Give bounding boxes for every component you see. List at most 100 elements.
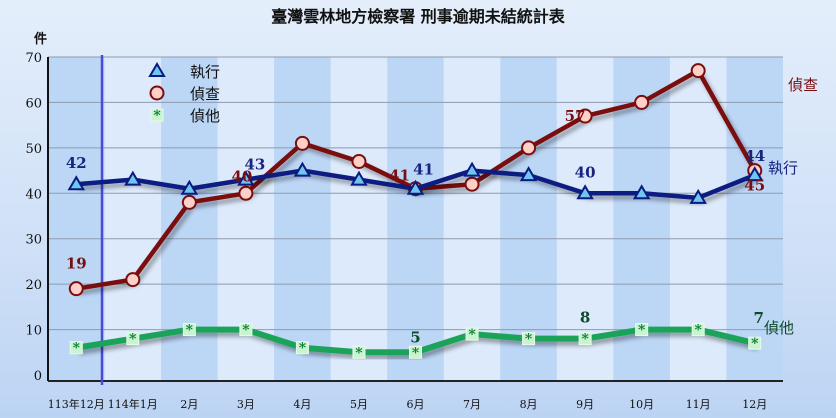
asterisk-marker <box>126 332 140 346</box>
x-tick-label: 10月 <box>629 398 654 411</box>
asterisk-marker <box>691 323 705 337</box>
data-label: 57 <box>565 107 586 125</box>
svg-text:*: * <box>186 323 194 339</box>
circle-marker <box>149 85 165 101</box>
asterisk-marker <box>182 323 196 337</box>
data-label: 45 <box>744 177 765 195</box>
y-tick-label: 20 <box>25 278 42 293</box>
x-tick-label: 3月 <box>237 398 255 411</box>
x-tick-label: 5月 <box>350 398 368 411</box>
svg-text:*: * <box>468 327 476 343</box>
svg-text:*: * <box>73 341 81 357</box>
chart-title: 臺灣雲林地方檢察署 刑事逾期未結統計表 <box>271 7 566 26</box>
x-tick-label: 2月 <box>180 398 198 411</box>
circle-marker <box>634 94 650 110</box>
asterisk-marker <box>352 345 366 359</box>
data-label: 40 <box>575 163 596 181</box>
legend-label: 執行 <box>190 63 220 81</box>
data-label: 40 <box>231 167 252 185</box>
svg-text:*: * <box>129 332 137 348</box>
x-axis-ticks: 113年12月 114年1月 2月 3月 4月 5月 6月 7月 8月 9月 10月 11月 12月 <box>48 397 767 411</box>
triangle-marker <box>350 170 368 186</box>
circle-marker <box>294 135 310 151</box>
triangle-marker <box>463 161 481 177</box>
circle-marker <box>351 153 367 169</box>
y-tick-label: 50 <box>25 142 42 157</box>
asterisk-marker <box>748 336 762 350</box>
triangle-marker <box>148 62 166 77</box>
asterisk-marker <box>578 332 592 346</box>
circle-marker <box>464 176 480 192</box>
series-2: * * * * * * * * * * * * * <box>69 323 762 361</box>
data-label: 8 <box>580 309 590 327</box>
x-tick-label: 113年12月 <box>48 397 105 411</box>
x-tick-label: 9月 <box>576 398 594 411</box>
y-tick-label: 40 <box>25 187 42 202</box>
svg-text:*: * <box>299 341 307 357</box>
x-tick-label: 7月 <box>463 398 481 411</box>
svg-text:*: * <box>412 345 420 361</box>
plot-band <box>726 57 783 381</box>
triangle-marker <box>124 170 142 186</box>
plot-band <box>500 57 557 381</box>
triangle-marker <box>67 175 86 191</box>
triangle-marker <box>293 161 312 177</box>
legend-item: * 偵他 <box>139 107 220 125</box>
asterisk-marker <box>69 341 83 355</box>
data-label: 7 <box>754 309 764 327</box>
x-tick-label: 114年1月 <box>108 397 158 411</box>
svg-text:*: * <box>695 323 703 339</box>
circle-marker <box>690 63 706 79</box>
y-tick-label: 70 <box>25 51 42 66</box>
circle-marker <box>521 140 537 156</box>
triangle-marker <box>576 184 594 200</box>
triangle-marker <box>745 166 764 182</box>
triangle-marker <box>519 166 538 182</box>
x-tick-label: 8月 <box>520 398 538 411</box>
x-tick-label: 12月 <box>742 398 767 411</box>
svg-text:*: * <box>153 108 161 124</box>
circle-marker <box>125 272 141 288</box>
plot-band <box>274 57 331 381</box>
svg-text:*: * <box>581 332 589 348</box>
legend-label: 偵他 <box>190 107 220 125</box>
data-label: 41 <box>413 161 434 179</box>
end-label-execution: 執行 <box>768 159 798 177</box>
plot-band <box>330 57 388 381</box>
plot-band <box>443 57 501 381</box>
triangle-marker <box>180 179 199 195</box>
series-lines: * * * * * * * * * * * * * <box>67 63 764 361</box>
y-tick-label: 0 <box>34 369 42 384</box>
y-tick-label: 30 <box>25 233 42 248</box>
asterisk-marker <box>465 327 479 341</box>
triangle-marker <box>237 170 255 186</box>
legend-item: 執行 <box>139 62 220 81</box>
data-label: 42 <box>66 154 87 172</box>
series-0 <box>67 161 764 204</box>
asterisk-marker <box>295 341 309 355</box>
triangle-marker <box>689 188 707 204</box>
end-label-investigation: 偵查 <box>788 76 818 94</box>
x-tick-label: 11月 <box>686 398 711 411</box>
circle-marker <box>238 185 254 201</box>
asterisk-marker <box>239 323 253 337</box>
triangle-marker <box>632 184 651 200</box>
x-tick-label: 4月 <box>293 398 311 411</box>
y-tick-label: 60 <box>25 96 42 111</box>
svg-text:*: * <box>751 336 759 352</box>
svg-text:*: * <box>638 323 646 339</box>
circle-marker <box>577 108 593 124</box>
data-label: 5 <box>410 328 420 346</box>
asterisk-marker <box>635 323 649 337</box>
data-label: 43 <box>244 156 265 174</box>
svg-text:*: * <box>242 323 250 339</box>
asterisk-marker <box>150 108 164 122</box>
data-label: 41 <box>389 167 410 185</box>
plot-band <box>48 57 105 381</box>
plot-band <box>387 57 444 381</box>
y-axis-ticks: 0 10 20 30 40 50 60 70 <box>25 51 42 384</box>
legend-label: 偵查 <box>190 85 220 103</box>
